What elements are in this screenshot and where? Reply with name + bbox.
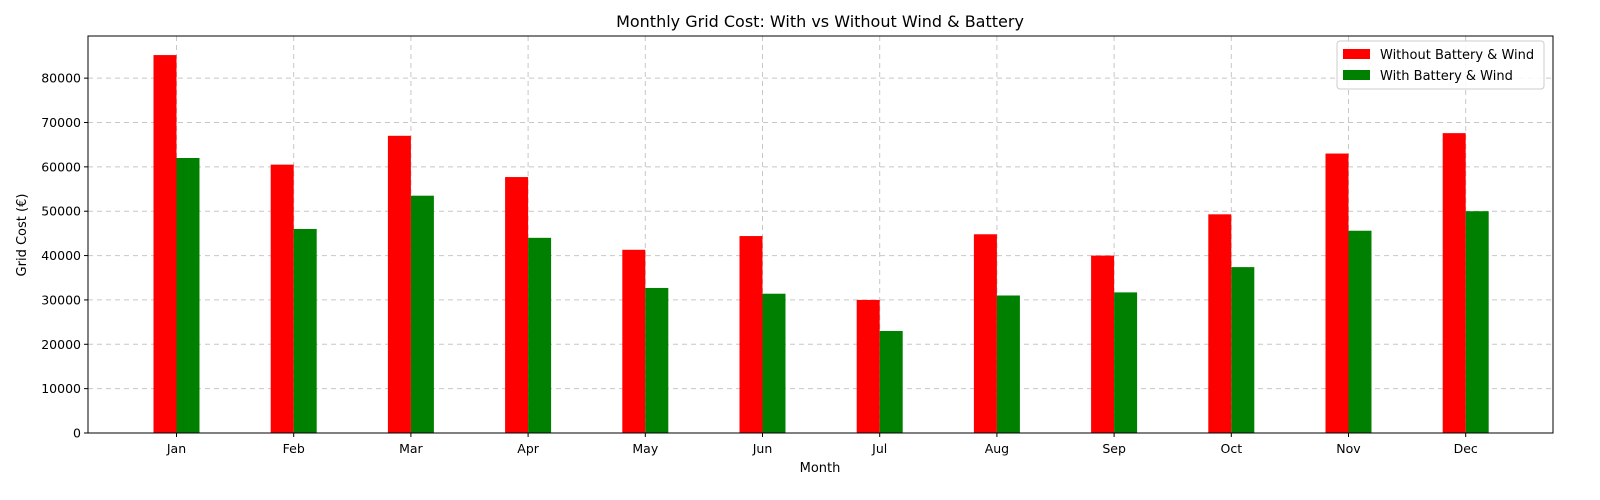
y-tick-label: 70000 <box>41 115 81 130</box>
x-tick-label: Mar <box>399 441 423 456</box>
bar-feb-series-2 <box>293 228 317 433</box>
x-tick-label: Nov <box>1336 441 1361 456</box>
bar-dec-series-2 <box>1465 211 1489 433</box>
bar-feb-series-1 <box>270 164 294 433</box>
x-axis: Jan Feb Mar Apr May Jun Jul Aug Sep Oct Nov Dec <box>166 433 1478 456</box>
y-tick-label: 50000 <box>41 204 81 219</box>
bar-jul-series-2 <box>879 330 903 433</box>
x-tick-label: Dec <box>1454 441 1478 456</box>
y-tick-label: 40000 <box>41 248 81 263</box>
x-axis-label: Month <box>800 461 841 476</box>
chart-title: Monthly Grid Cost: With vs Without Wind … <box>616 12 1024 31</box>
bar-jul-series-1 <box>856 299 880 433</box>
x-tick-label: Feb <box>283 441 305 456</box>
bar-sep-series-1 <box>1091 255 1115 433</box>
y-tick-label: 20000 <box>41 337 81 352</box>
legend-entry-label: Without Battery & Wind <box>1380 48 1534 63</box>
bar-sep-series-2 <box>1114 292 1138 433</box>
x-tick-label: Jan <box>166 441 186 456</box>
y-tick-label: 80000 <box>41 71 81 86</box>
legend-entry-label: With Battery & Wind <box>1380 69 1513 84</box>
legend-swatch <box>1343 70 1370 80</box>
y-tick-label: 60000 <box>41 159 81 174</box>
x-tick-label: Sep <box>1102 441 1126 456</box>
x-tick-label: Jun <box>752 441 773 456</box>
bar-nov-series-2 <box>1348 230 1372 433</box>
y-tick-label: 0 <box>73 426 81 441</box>
bar-aug-series-2 <box>996 295 1020 433</box>
y-tick-label: 10000 <box>41 381 81 396</box>
legend: Without Battery & Wind With Battery & Win… <box>1336 40 1545 90</box>
legend-swatch <box>1343 49 1370 59</box>
bar-may-series-2 <box>645 287 669 433</box>
plot-frame <box>87 35 1554 434</box>
bar-jan-series-2 <box>176 157 200 433</box>
bar-may-series-1 <box>622 249 646 433</box>
x-tick-label: Oct <box>1220 441 1242 456</box>
bar-aug-series-1 <box>973 234 997 433</box>
y-axis-label: Grid Cost (€) <box>15 194 30 277</box>
legend-box <box>1336 40 1545 90</box>
bar-jun-series-2 <box>762 293 786 433</box>
x-tick-label: Jul <box>871 441 887 456</box>
y-axis: 0 10000 20000 30000 40000 50000 60000 70000 8000… <box>41 71 88 441</box>
bar-oct-series-2 <box>1231 267 1255 433</box>
bar-dec-series-1 <box>1442 133 1466 434</box>
bar-apr-series-1 <box>505 177 529 433</box>
bar-jan-series-1 <box>153 55 177 434</box>
bars <box>153 55 1489 434</box>
x-tick-label: May <box>632 441 658 456</box>
x-tick-label: Aug <box>985 441 1009 456</box>
bar-oct-series-1 <box>1208 214 1232 433</box>
bar-mar-series-2 <box>410 195 434 433</box>
bar-mar-series-1 <box>387 135 411 433</box>
bar-apr-series-2 <box>528 237 552 433</box>
bar-nov-series-1 <box>1325 153 1349 433</box>
x-tick-label: Apr <box>517 441 539 456</box>
bar-jun-series-1 <box>739 236 763 433</box>
y-tick-label: 30000 <box>41 292 81 307</box>
